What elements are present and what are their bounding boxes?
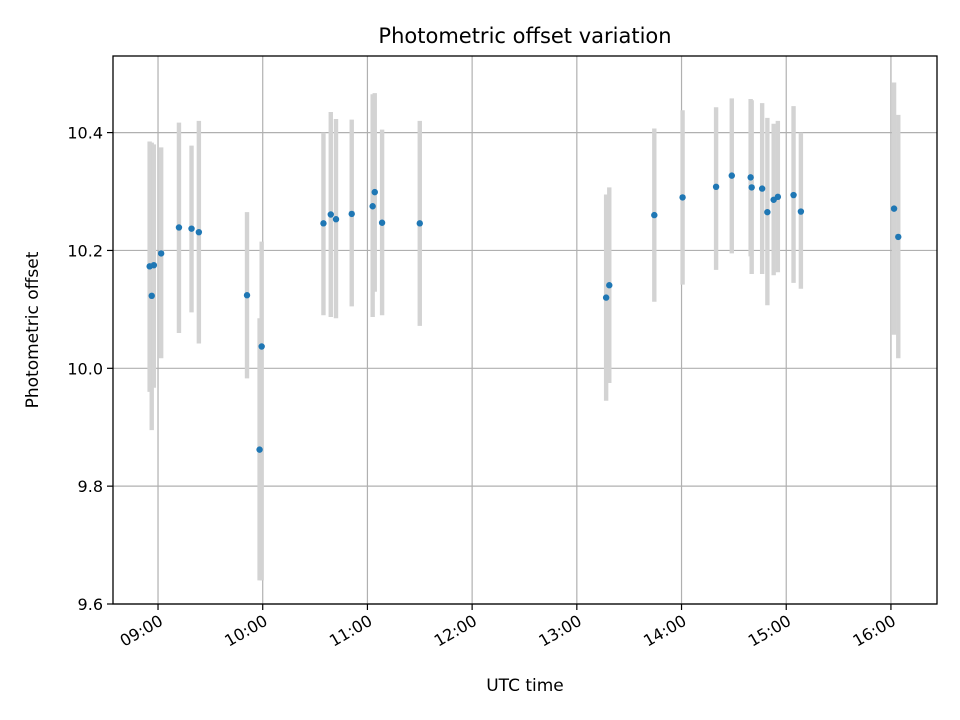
data-point bbox=[728, 172, 735, 179]
grid bbox=[113, 56, 937, 605]
x-tick-label: 13:00 bbox=[535, 611, 584, 651]
data-point bbox=[774, 193, 782, 201]
data-point bbox=[416, 220, 423, 227]
x-tick-label: 10:00 bbox=[221, 611, 270, 651]
chart-title: Photometric offset variation bbox=[378, 24, 671, 48]
data-point bbox=[157, 250, 165, 257]
x-tick-label: 15:00 bbox=[745, 611, 794, 651]
data-point bbox=[890, 205, 898, 212]
data-point bbox=[256, 446, 263, 453]
data-point bbox=[258, 343, 265, 350]
data-point bbox=[175, 224, 183, 231]
y-tick-label: 9.6 bbox=[78, 595, 103, 614]
y-tick-label: 10.4 bbox=[67, 124, 103, 143]
data-point bbox=[188, 225, 195, 232]
data-point bbox=[148, 292, 155, 300]
data-point bbox=[602, 294, 610, 301]
data-point bbox=[369, 203, 376, 210]
x-tick-label: 12:00 bbox=[431, 611, 480, 651]
data-point bbox=[651, 211, 658, 219]
data-point bbox=[747, 174, 754, 181]
data-point bbox=[748, 184, 755, 191]
data-point bbox=[758, 185, 766, 192]
x-tick-label: 11:00 bbox=[326, 611, 375, 651]
data-point bbox=[895, 233, 902, 241]
data-point bbox=[679, 194, 686, 201]
data-point bbox=[790, 191, 797, 199]
data-point bbox=[150, 261, 158, 269]
data-point bbox=[320, 220, 327, 227]
data-point bbox=[332, 216, 340, 223]
data-point bbox=[764, 208, 771, 216]
y-axis-label: Photometric offset bbox=[23, 251, 43, 408]
data-point bbox=[378, 219, 386, 226]
data-points bbox=[146, 172, 902, 453]
y-tick-label: 9.8 bbox=[78, 477, 103, 496]
data-point bbox=[797, 208, 805, 215]
data-point bbox=[195, 228, 203, 236]
data-point bbox=[712, 183, 720, 191]
x-tick-label: 16:00 bbox=[849, 611, 898, 651]
data-point bbox=[243, 292, 251, 299]
x-axis-label: UTC time bbox=[486, 676, 564, 696]
x-tick-label: 14:00 bbox=[640, 611, 689, 651]
data-point bbox=[327, 211, 334, 218]
plot-frame bbox=[112, 55, 938, 605]
y-tick-label: 10.0 bbox=[67, 359, 103, 378]
data-point bbox=[606, 282, 613, 289]
y-tick-label: 10.2 bbox=[67, 241, 103, 260]
data-point bbox=[371, 188, 378, 196]
data-point bbox=[348, 210, 355, 218]
x-tick-label: 09:00 bbox=[117, 611, 166, 651]
